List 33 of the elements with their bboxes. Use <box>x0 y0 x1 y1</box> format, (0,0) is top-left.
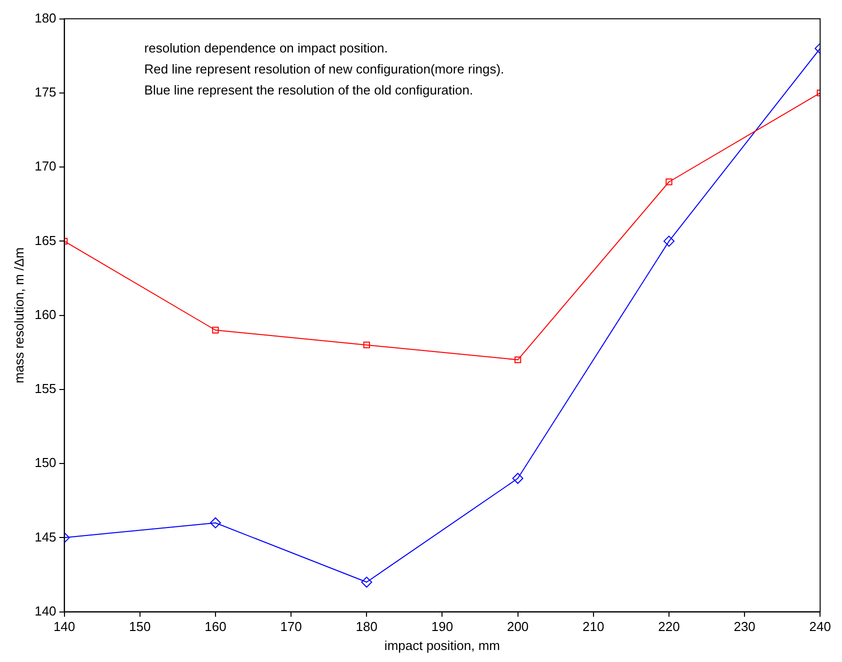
x-tick-label: 220 <box>658 619 680 634</box>
y-axis-title: mass resolution, m /Δm <box>11 247 26 384</box>
y-tick-label: 160 <box>34 306 56 322</box>
y-tick-label: 180 <box>34 10 56 26</box>
y-tick-label: 155 <box>34 381 56 396</box>
point <box>512 472 524 484</box>
point <box>514 356 522 364</box>
y-tick-label: 145 <box>34 529 56 544</box>
y-tick-label: 170 <box>34 158 56 174</box>
point <box>361 576 372 588</box>
x-tick-label: 180 <box>356 619 378 634</box>
x-tick-label: 210 <box>582 619 604 634</box>
y-tick-label: 150 <box>34 455 56 470</box>
x-tick-label: 190 <box>431 619 454 634</box>
x-tick-label: 170 <box>280 619 302 634</box>
point <box>666 178 672 186</box>
x-tick-label: 240 <box>809 619 832 634</box>
x-tick-label: 200 <box>506 619 529 634</box>
y-tick-label: 175 <box>34 84 56 100</box>
annotation: Red line represent resolution of new configuration(more rings). <box>144 61 504 76</box>
x-axis-title: impact position, mm <box>384 638 500 653</box>
y-tick-label: 165 <box>34 232 56 248</box>
x-tick-label: 160 <box>204 619 226 634</box>
x-tick-label: 140 <box>53 619 76 634</box>
x-tick-label: 150 <box>129 619 151 634</box>
point <box>363 342 370 348</box>
annotation: resolution dependence on impact position. <box>144 40 388 56</box>
y-tick-label: 140 <box>34 603 56 618</box>
point <box>210 517 221 528</box>
point <box>212 326 219 334</box>
point <box>663 236 674 247</box>
x-tick-label: 230 <box>734 619 756 634</box>
annotation: Blue line represent the resolution of the old configuration. <box>144 82 474 98</box>
